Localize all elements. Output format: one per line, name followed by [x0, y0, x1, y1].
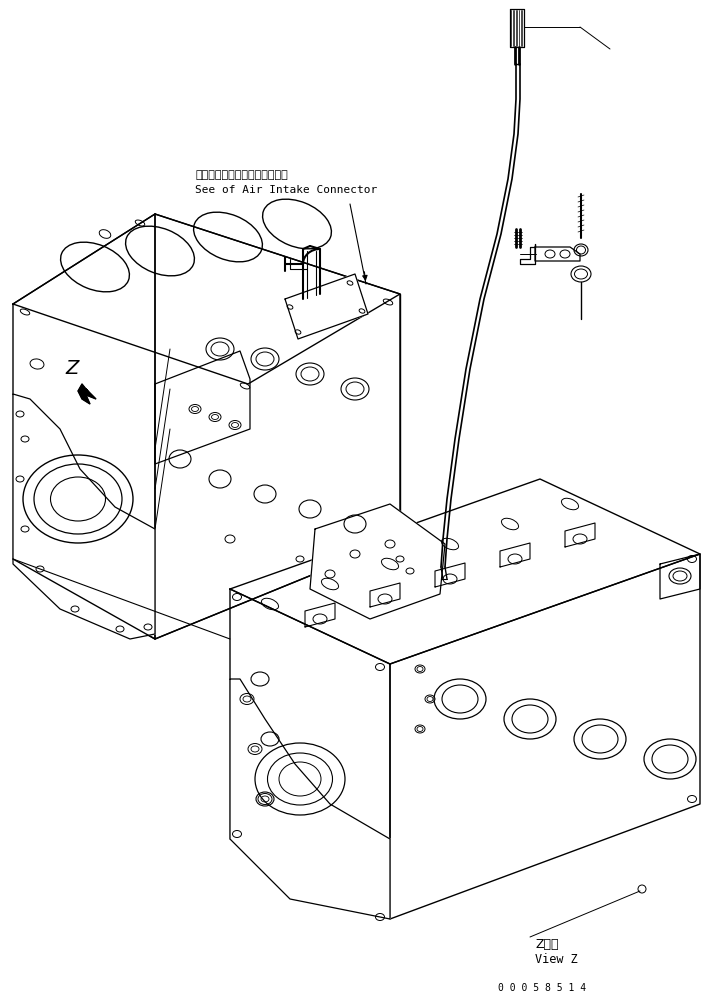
- Polygon shape: [78, 385, 96, 405]
- Text: Z: Z: [65, 358, 78, 377]
- Polygon shape: [155, 214, 400, 639]
- Polygon shape: [535, 247, 580, 262]
- Text: エアーインテークコネクタ参照: エアーインテークコネクタ参照: [195, 169, 287, 179]
- Polygon shape: [390, 554, 700, 919]
- Polygon shape: [13, 214, 400, 385]
- Polygon shape: [230, 679, 390, 919]
- Polygon shape: [13, 395, 155, 639]
- Text: Z　視: Z 視: [535, 938, 558, 951]
- Polygon shape: [13, 214, 155, 639]
- Text: See of Air Intake Connector: See of Air Intake Connector: [195, 184, 378, 194]
- Polygon shape: [230, 480, 700, 664]
- Text: View Z: View Z: [535, 953, 578, 966]
- Text: 0 0 0 5 8 5 1 4: 0 0 0 5 8 5 1 4: [498, 982, 586, 992]
- Polygon shape: [285, 275, 368, 340]
- Polygon shape: [310, 504, 445, 619]
- Polygon shape: [230, 589, 390, 919]
